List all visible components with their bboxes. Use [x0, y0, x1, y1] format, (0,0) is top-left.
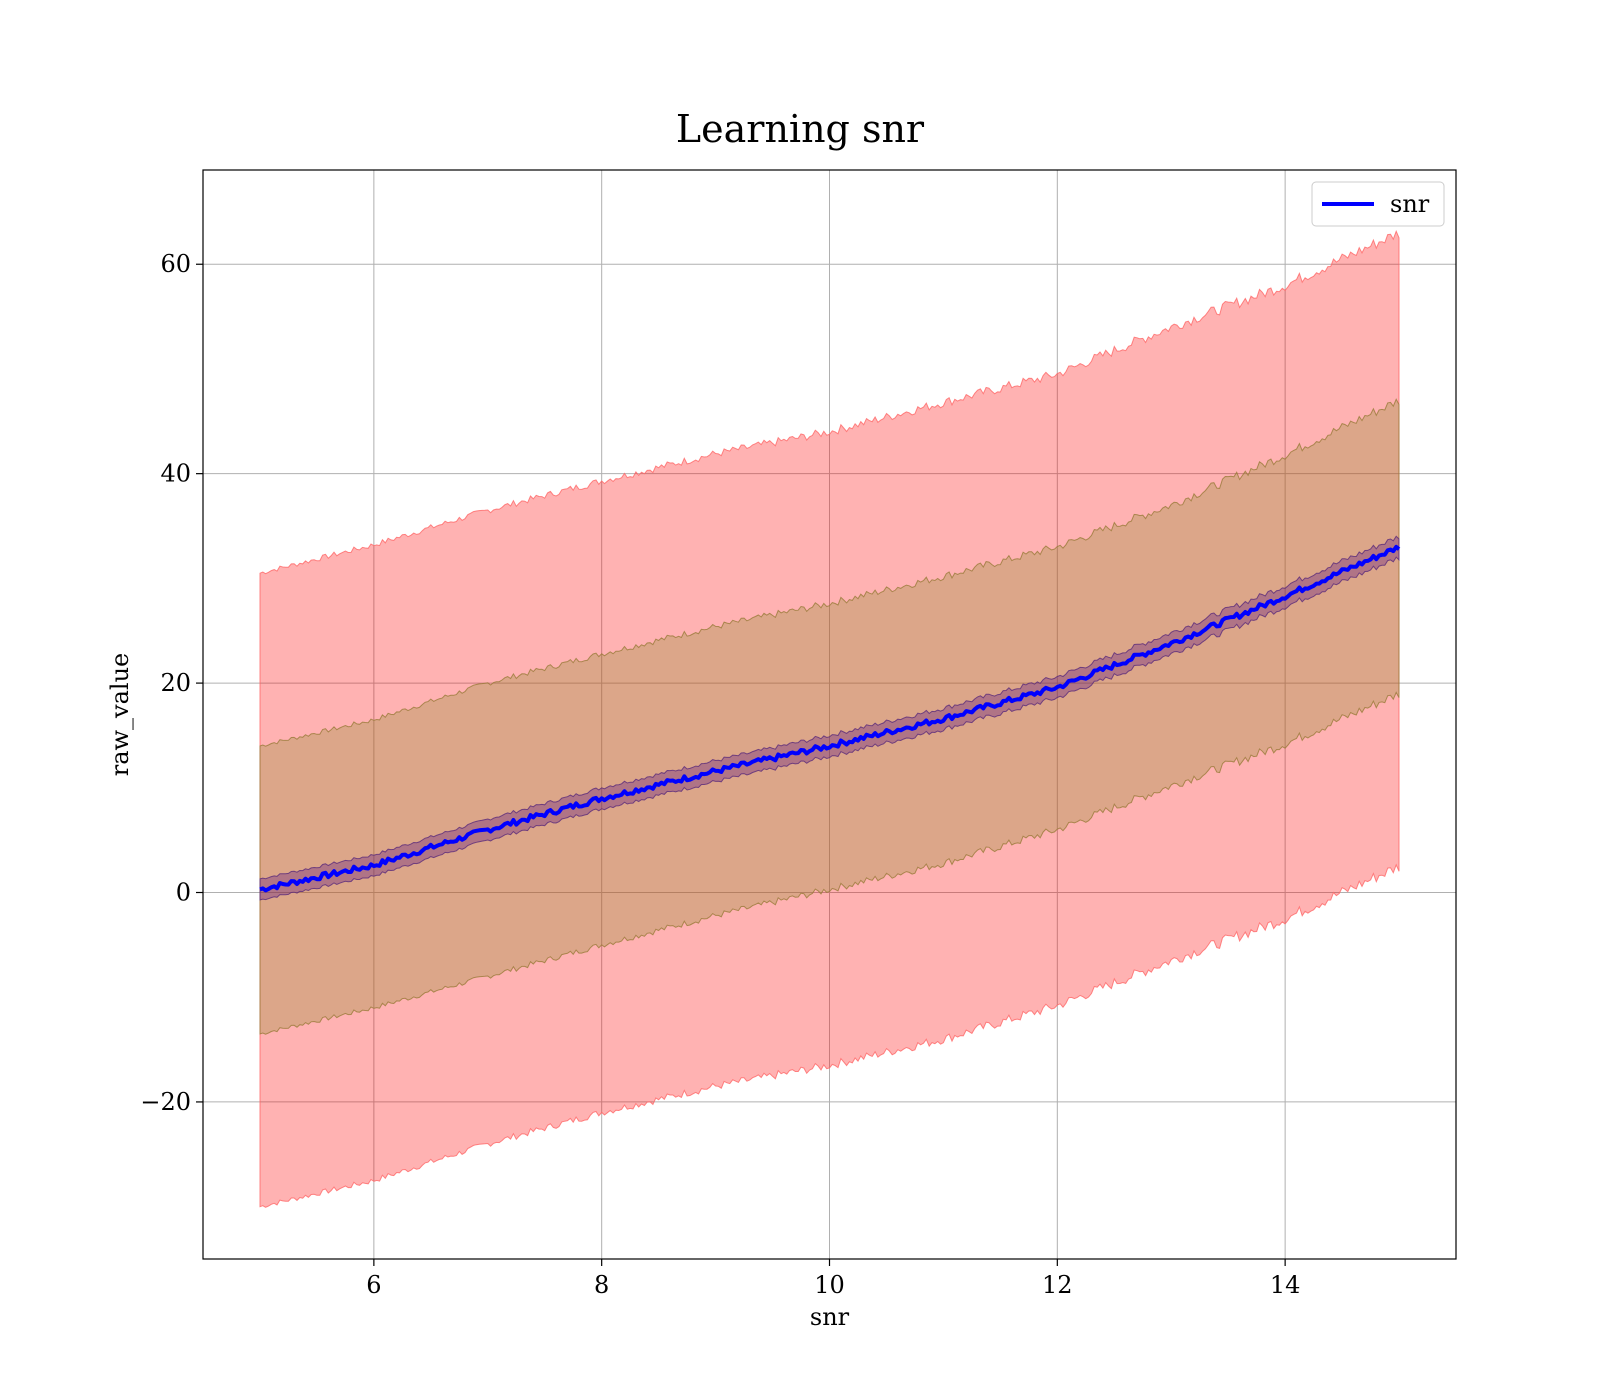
legend: snr — [1311, 181, 1445, 227]
y-tick-label: 40 — [160, 460, 191, 488]
x-tick-label: 6 — [366, 1271, 381, 1299]
band-std3 — [259, 229, 1400, 1208]
y-axis: −20 0 20 40 60 — [140, 250, 203, 1116]
y-tick-label: −20 — [140, 1088, 191, 1116]
legend-label-snr: snr — [1390, 190, 1430, 218]
x-tick-label: 8 — [594, 1271, 609, 1299]
plot-area — [203, 170, 1456, 1259]
band-std1 — [259, 535, 1400, 901]
x-axis-label: snr — [810, 1303, 850, 1331]
x-tick-label: 12 — [1042, 1271, 1073, 1299]
x-axis: 6 8 10 12 14 — [366, 1259, 1300, 1299]
series-line-snr — [259, 544, 1401, 893]
y-tick-label: 20 — [160, 669, 191, 697]
band-std2 — [259, 398, 1400, 1035]
y-tick-label: 60 — [160, 250, 191, 278]
y-axis-label: raw_value — [106, 653, 134, 777]
x-tick-label: 10 — [814, 1271, 845, 1299]
x-tick-label: 14 — [1270, 1271, 1301, 1299]
chart-title: Learning snr — [676, 107, 925, 151]
y-tick-label: 0 — [176, 879, 191, 907]
legend-box — [1311, 181, 1445, 227]
